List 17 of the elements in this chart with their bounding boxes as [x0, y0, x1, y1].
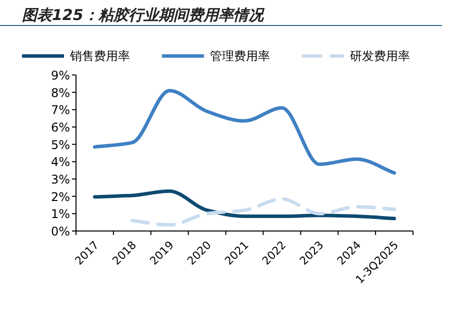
line-series: [130, 197, 396, 227]
line-series: [92, 88, 396, 175]
y-tick-label: 6%: [50, 120, 70, 134]
legend-label: 管理费用率: [210, 49, 270, 63]
y-tick-label: 7%: [50, 103, 70, 118]
y-tick-label: 5%: [50, 138, 70, 152]
chart-title: 图表125：粘胶行业期间费用率情况: [22, 6, 266, 24]
y-tick-label: 1%: [50, 207, 70, 222]
y-tick-label: 8%: [50, 86, 70, 100]
y-tick-label: 2%: [50, 190, 70, 204]
legend-label: 销售费用率: [69, 49, 130, 63]
y-tick-label: 3%: [50, 172, 70, 186]
legend-label: 研发费用率: [350, 49, 410, 63]
y-tick-label: 0%: [50, 224, 70, 238]
y-tick-label: 4%: [50, 155, 70, 170]
line-series: [92, 189, 396, 220]
y-tick-label: 9%: [50, 68, 70, 82]
